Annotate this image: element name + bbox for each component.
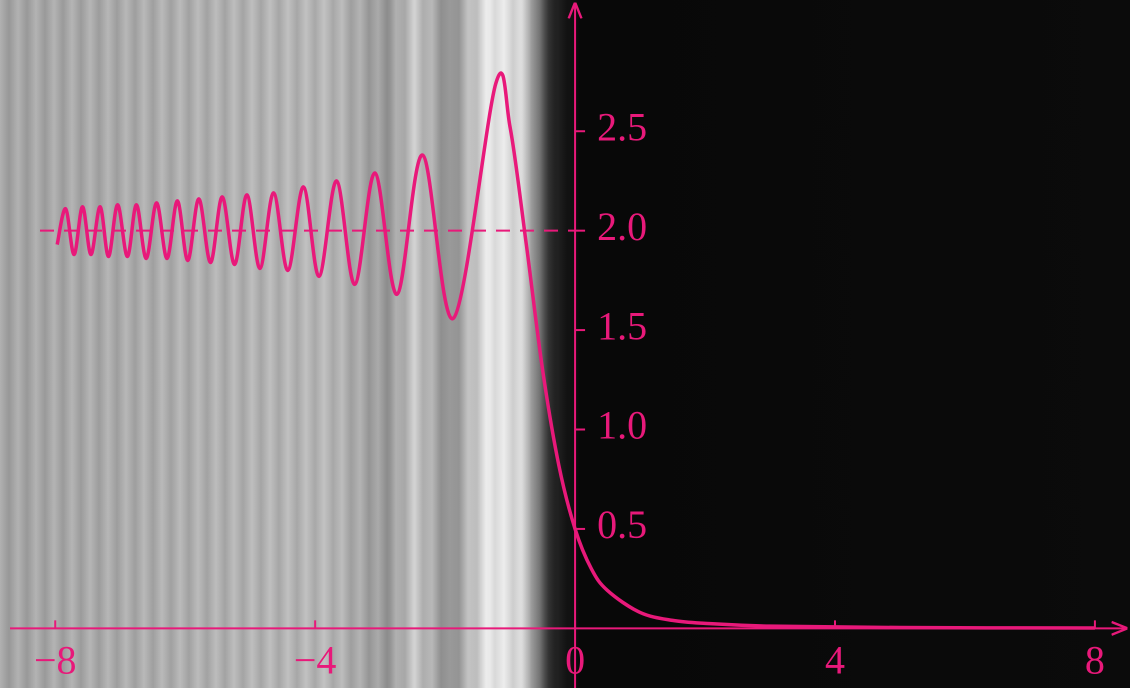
x-tick-label: −4 [294, 638, 337, 683]
y-tick-label: 0.5 [597, 502, 647, 547]
x-tick-label: 8 [1085, 638, 1105, 683]
y-tick-label: 2.5 [597, 104, 647, 149]
x-tick-label: 4 [825, 638, 845, 683]
x-tick-label: −8 [34, 638, 77, 683]
curve [55, 71, 1095, 630]
y-tick-label: 2.0 [597, 204, 647, 249]
y-tick-label: 1.5 [597, 303, 647, 348]
x-tick-label: 0 [565, 638, 585, 683]
y-tick-label: 1.0 [597, 403, 647, 448]
